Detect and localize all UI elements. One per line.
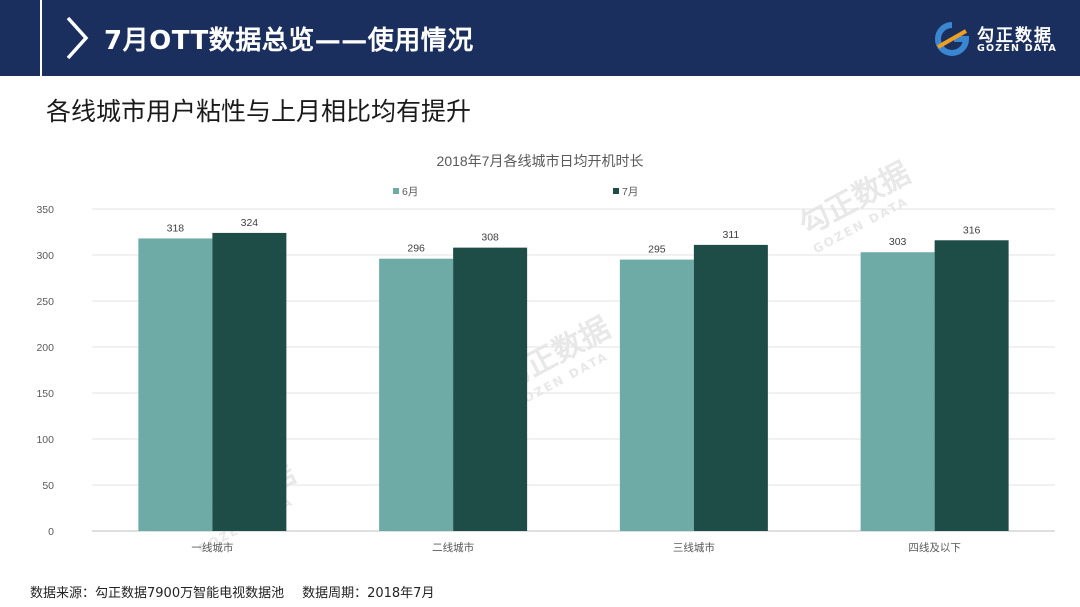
bar (693, 244, 768, 531)
y-tick-label: 0 (48, 526, 54, 538)
chart-title: 2018年7月各线城市日均开机时长 (437, 153, 644, 169)
bar (453, 247, 528, 531)
header-bar: 7月OTT数据总览——使用情况 勾正数据 GOZEN DATA (0, 0, 1080, 76)
data-label: 311 (723, 229, 740, 241)
data-label: 324 (241, 217, 259, 229)
data-label: 295 (648, 244, 666, 256)
x-axis: 一线城市 二线城市 三线城市 四线及以下 (191, 541, 961, 554)
bar (934, 240, 1009, 531)
y-axis: 0 50 100 150 200 250 300 350 (36, 204, 54, 538)
bar (138, 238, 213, 531)
brand-logo: 勾正数据 GOZEN DATA (932, 19, 1072, 59)
data-label: 296 (407, 243, 425, 255)
header-divider (40, 0, 42, 76)
data-label: 318 (167, 222, 185, 234)
x-tick-label: 二线城市 (432, 541, 474, 554)
data-period: 数据周期：2018年7月 (302, 586, 435, 601)
y-tick-label: 100 (36, 434, 54, 446)
gozen-logo-icon (935, 22, 970, 56)
page-title: 7月OTT数据总览——使用情况 (104, 26, 474, 56)
y-tick-label: 50 (42, 480, 54, 492)
slide-subtitle: 各线城市用户粘性与上月相比均有提升 (46, 97, 472, 126)
logo-text-en: GOZEN DATA (977, 43, 1058, 54)
y-tick-label: 250 (36, 296, 54, 308)
x-tick-label: 一线城市 (191, 541, 233, 554)
chart-legend: 6月 7月 (393, 186, 638, 198)
data-label: 316 (963, 224, 981, 236)
x-tick-label: 四线及以下 (908, 541, 961, 554)
data-label: 308 (481, 232, 499, 244)
y-tick-label: 350 (36, 204, 54, 216)
bar (379, 258, 454, 531)
x-tick-label: 三线城市 (673, 541, 715, 554)
legend-swatch (613, 188, 619, 194)
data-source: 数据来源：勾正数据7900万智能电视数据池 (30, 586, 285, 601)
bar (212, 232, 287, 532)
legend-label: 7月 (622, 186, 638, 198)
y-tick-label: 200 (36, 342, 54, 354)
chart-bars: 318 324 296 308 295 311 303 316 (138, 217, 1009, 532)
bar (860, 252, 935, 532)
y-tick-label: 300 (36, 250, 54, 262)
legend-label: 6月 (402, 186, 418, 198)
y-tick-label: 150 (36, 388, 54, 400)
legend-swatch (393, 188, 399, 194)
bar (619, 259, 694, 531)
footer-note: 数据来源：勾正数据7900万智能电视数据池 数据周期：2018年7月 (30, 582, 434, 601)
chevron-right-icon (66, 16, 89, 60)
data-label: 303 (889, 236, 907, 248)
logo-text-cn: 勾正数据 (977, 26, 1053, 46)
